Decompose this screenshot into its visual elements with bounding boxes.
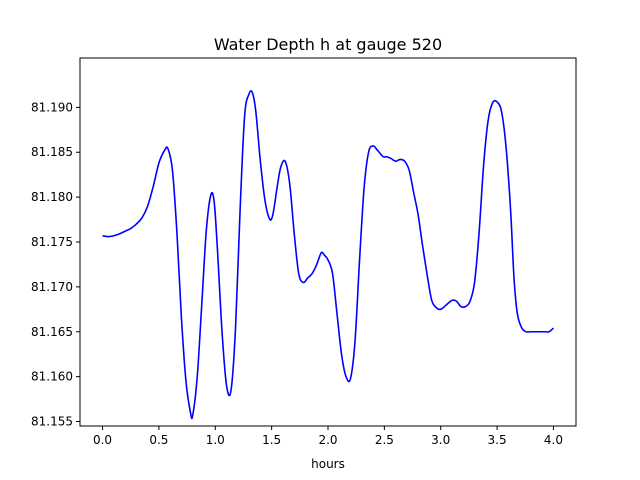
y-tick-label: 81.185	[31, 145, 73, 159]
x-tick-label: 3.5	[488, 433, 507, 447]
y-tick-label: 81.170	[31, 280, 73, 294]
y-tick-label: 81.190	[31, 100, 73, 114]
chart-title: Water Depth h at gauge 520	[214, 35, 442, 54]
x-tick-label: 3.0	[431, 433, 450, 447]
y-tick-label: 81.165	[31, 325, 73, 339]
x-tick-label: 2.0	[318, 433, 337, 447]
y-tick-label: 81.175	[31, 235, 73, 249]
x-tick-label: 1.5	[262, 433, 281, 447]
y-axis: 81.155 81.160 81.165 81.170 81.175 81.180 81.1…	[31, 100, 80, 429]
series-line	[102, 90, 554, 420]
y-tick-label: 81.160	[31, 370, 73, 384]
y-tick-label: 81.155	[31, 415, 73, 429]
plot-area: 0.0 0.5 1.0 1.5 2.0 2.5 3.0 3.5 4.0 81.155 81.160…	[31, 57, 577, 447]
x-axis: 0.0 0.5 1.0 1.5 2.0 2.5 3.0 3.5 4.0	[93, 426, 563, 447]
x-tick-label: 1.0	[206, 433, 225, 447]
y-tick-label: 81.180	[31, 190, 73, 204]
x-tick-label: 2.5	[375, 433, 394, 447]
x-tick-label: 0.5	[149, 433, 168, 447]
x-axis-label: hours	[311, 457, 345, 471]
x-tick-label: 0.0	[93, 433, 112, 447]
x-tick-label: 4.0	[544, 433, 563, 447]
